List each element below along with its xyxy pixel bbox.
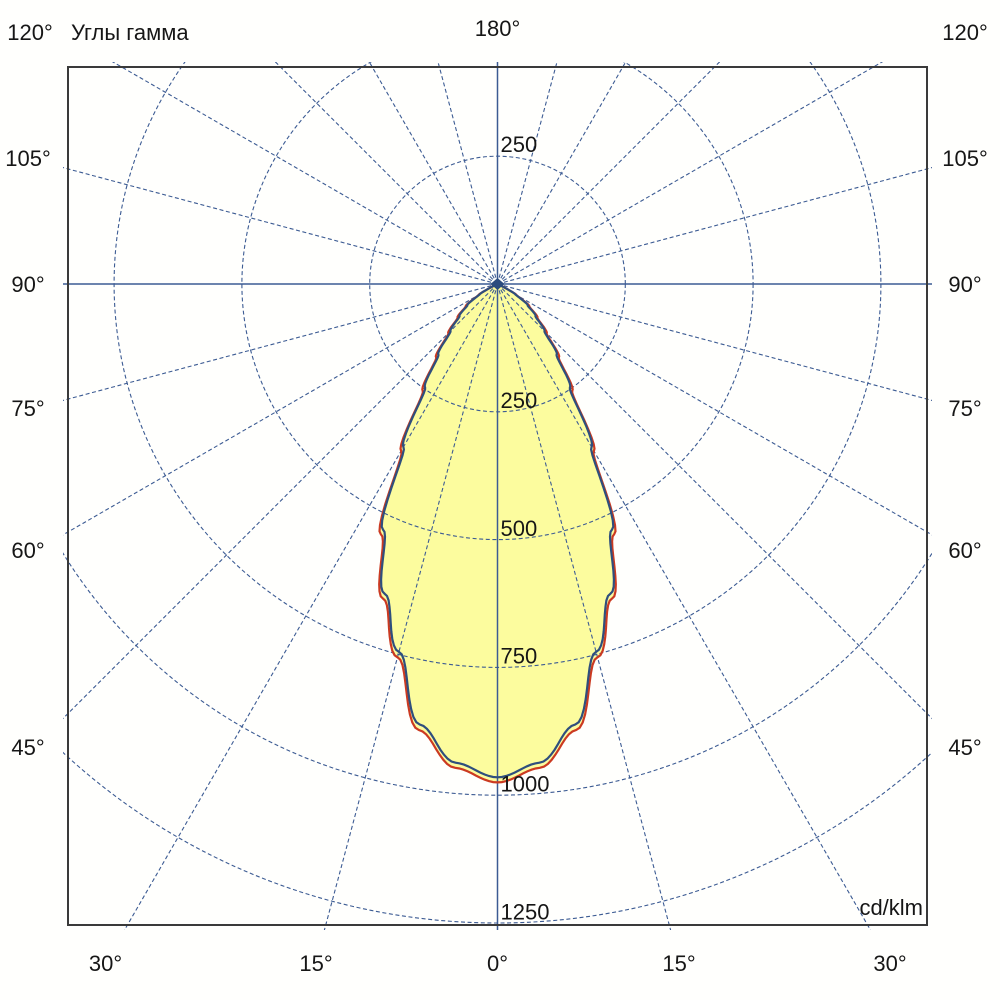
radial-label-500: 500	[501, 516, 538, 541]
angle-label-left-90: 90°	[11, 272, 44, 297]
angle-label-bottom-3: 15°	[662, 951, 695, 976]
angle-label-bottom-1: 15°	[299, 951, 332, 976]
angle-label-120-top-left: 120°	[7, 20, 53, 45]
radial-label-1250: 1250	[501, 899, 550, 924]
angle-label-left-60: 60°	[11, 538, 44, 563]
angle-label-bottom-4: 30°	[873, 951, 906, 976]
angle-label-right-45: 45°	[948, 735, 981, 760]
radial-circle-500	[241, 62, 754, 541]
angle-label-right-75: 75°	[948, 396, 981, 421]
angle-label-left-105: 105°	[5, 146, 51, 171]
gamma-ray-15-right	[496, 283, 672, 930]
chart-title: Углы гамма	[71, 20, 189, 45]
gamma-ray-30-left	[123, 283, 498, 930]
angle-label-right-90: 90°	[948, 272, 981, 297]
radial-circle-250	[369, 155, 626, 413]
radial-label-250-upper: 250	[501, 132, 538, 157]
angle-label-bottom-0: 30°	[89, 951, 122, 976]
angle-label-bottom-2: 0°	[487, 951, 508, 976]
angle-label-left-75: 75°	[11, 396, 44, 421]
radial-units-label: cd/klm	[859, 895, 923, 920]
center-marker-diamond	[490, 278, 505, 290]
radial-label-750: 750	[501, 644, 538, 669]
gamma-ray-15-left	[323, 283, 499, 930]
radial-label-250: 250	[501, 388, 538, 413]
gamma-ray-45-right	[497, 283, 932, 720]
gamma-ray-45-left	[63, 283, 498, 720]
intensity-curve-blue	[379, 282, 616, 779]
angle-label-left-45: 45°	[11, 735, 44, 760]
gamma-ray-60-right	[497, 283, 932, 536]
angle-label-right-60: 60°	[948, 538, 981, 563]
gamma-ray-60-left	[63, 283, 498, 536]
angle-label-180-top: 180°	[475, 16, 521, 41]
angle-label-120-top-right: 120°	[942, 20, 988, 45]
gamma-ray-30-right	[497, 283, 872, 930]
radial-label-1000: 1000	[501, 772, 550, 797]
radial-circle-1250	[63, 751, 932, 924]
radial-circle-750	[113, 62, 882, 668]
radial-circles	[63, 62, 932, 924]
plot-border	[67, 66, 928, 926]
angle-label-right-105: 105°	[942, 146, 988, 171]
